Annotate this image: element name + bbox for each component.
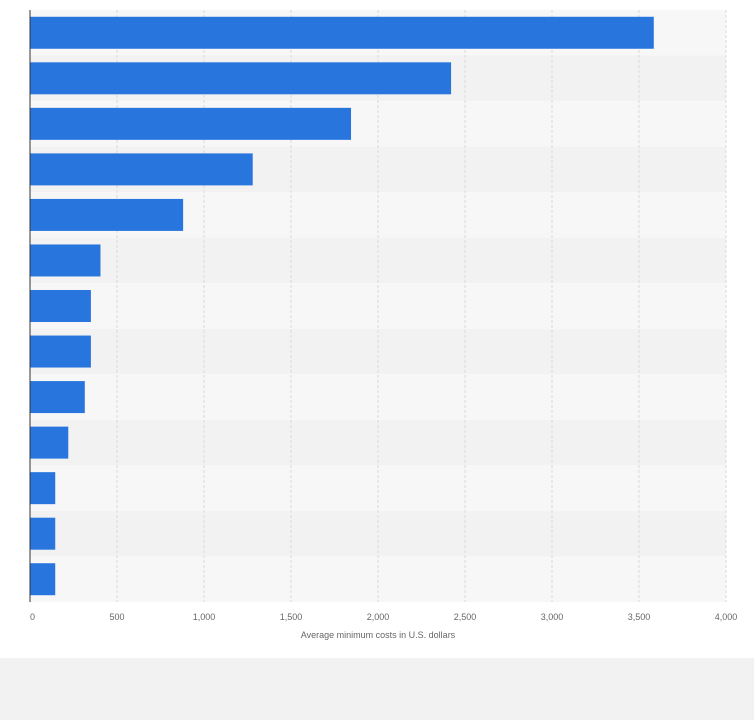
x-tick-label: 4,000 bbox=[715, 612, 738, 622]
x-tick-label: 3,000 bbox=[541, 612, 564, 622]
bar bbox=[30, 426, 69, 459]
bar bbox=[30, 290, 91, 322]
bar-chart: 0 500 1,000 1,500 2,000 2,500 3,000 3,500 4,000 … bbox=[29, 10, 737, 640]
bar bbox=[30, 62, 452, 95]
x-tick-label: 2,000 bbox=[367, 612, 390, 622]
bar bbox=[30, 381, 85, 414]
bar bbox=[30, 198, 184, 231]
bar bbox=[30, 16, 654, 49]
x-tick-label: 0 bbox=[30, 612, 35, 622]
x-tick-label: 1,500 bbox=[280, 612, 303, 622]
bar bbox=[30, 472, 56, 505]
bar bbox=[30, 244, 101, 277]
row-band bbox=[30, 510, 726, 557]
gridlines bbox=[116, 10, 727, 602]
bar bbox=[30, 517, 56, 550]
row-band bbox=[30, 556, 726, 602]
bars bbox=[30, 16, 654, 596]
bar bbox=[30, 335, 91, 368]
bar bbox=[30, 153, 253, 186]
x-axis-ticks: 0 500 1,000 1,500 2,000 2,500 3,000 3,500 4,000 bbox=[30, 612, 737, 622]
x-tick-label: 500 bbox=[109, 612, 124, 622]
x-axis-title: Average minimum costs in U.S. dollars bbox=[301, 630, 456, 640]
x-tick-label: 3,500 bbox=[628, 612, 651, 622]
bar bbox=[30, 563, 56, 596]
footer-area bbox=[0, 658, 754, 720]
x-tick-label: 1,000 bbox=[193, 612, 216, 622]
bar bbox=[30, 107, 352, 140]
x-tick-label: 2,500 bbox=[454, 612, 477, 622]
